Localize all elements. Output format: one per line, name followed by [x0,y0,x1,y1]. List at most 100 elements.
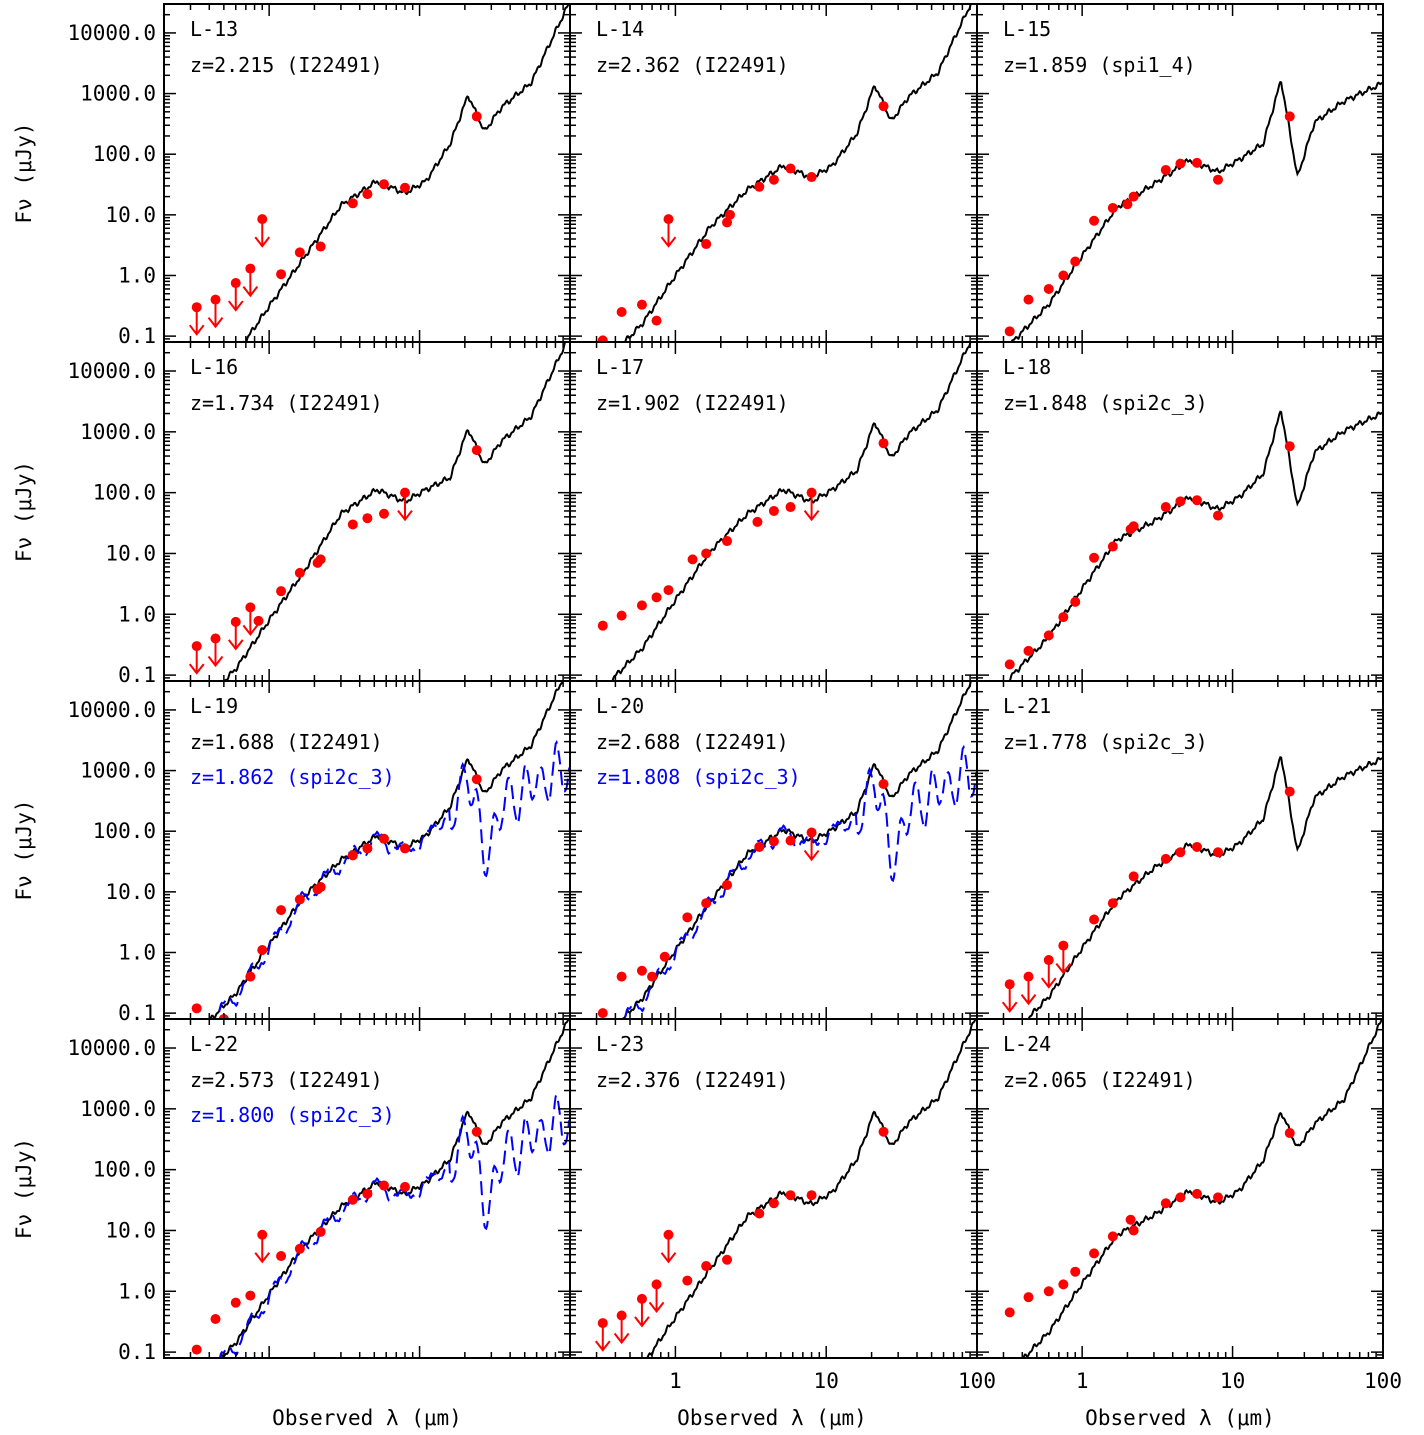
data-point [257,944,268,955]
data-point [276,586,287,597]
upper-limit-arrow [227,300,244,312]
data-point [754,181,765,192]
y-axis-title: Fν (μJy) [12,1138,36,1239]
data-point [1284,441,1295,452]
y-tick-label: 1000.0 [80,759,156,783]
x-tick-label: 1 [1076,1369,1089,1393]
y-tick-label: 10000.0 [67,698,156,722]
panel-redshift: z=1.734 (I22491) [190,391,383,415]
data-point [616,610,627,621]
data-point [362,513,373,524]
model-sed-line [219,342,567,681]
data-point [651,592,662,603]
panel-redshift: z=1.778 (spi2c_3) [1003,730,1208,754]
data-point [230,1297,241,1308]
data-point [1058,612,1069,623]
data-point [636,299,647,310]
data-point [1191,841,1202,852]
data-point [1107,1231,1118,1242]
data-point [315,241,326,252]
data-point [1212,847,1223,858]
data-point [315,554,326,565]
data-point [362,843,373,854]
data-point [1043,283,1054,294]
data-point [347,519,358,530]
data-point [636,600,647,611]
data-point [722,879,733,890]
upper-limit-arrow [397,510,413,522]
upper-limit-arrow [188,324,205,336]
data-point [471,111,482,122]
data-point [1191,1188,1202,1199]
data-point [276,1251,287,1262]
data-point [651,315,662,326]
data-point [294,894,305,905]
y-tick-label: 1000.0 [80,420,156,444]
plot-area [597,4,972,342]
panel-redshift: z=2.215 (I22491) [190,53,383,77]
data-point [1023,294,1034,305]
data-point [1284,111,1295,122]
y-tick-label: 10000.0 [67,1036,156,1060]
data-point [768,1198,779,1209]
data-point [1212,510,1223,521]
sed-panel-l-14: L-14 z=2.362 (I22491) [569,3,978,343]
plot-area [595,1019,977,1358]
data-point [347,1194,358,1205]
data-point [1107,202,1118,213]
data-point [597,335,608,342]
data-point [1128,521,1139,532]
data-point [1175,496,1186,507]
data-point [659,951,670,962]
data-point [878,101,889,112]
data-point [1070,596,1081,607]
data-point [616,306,627,317]
plot-area [1004,80,1383,342]
panel-alt-redshift: z=1.862 (spi2c_3) [190,765,395,789]
data-point [806,172,817,183]
data-point [1160,1198,1171,1209]
data-point [647,971,658,982]
panel-redshift: z=1.848 (spi2c_3) [1003,391,1208,415]
x-tick-label: 10 [1220,1369,1245,1393]
panel-label: L-16 [190,355,238,379]
sed-panel-l-15: L-15 z=1.859 (spi1_4) [976,3,1384,343]
data-point [754,1208,765,1219]
upper-limit-arrow [1055,962,1072,975]
data-point [1043,1286,1054,1297]
sed-panel-l-17: L-17 z=1.902 (I22491) [569,341,978,682]
data-point [597,620,608,631]
data-point [1212,1192,1223,1203]
plot-area [597,681,977,1019]
upper-limit-arrow [207,317,224,329]
data-point [1212,174,1223,185]
y-tick-label: 100.0 [93,142,156,166]
x-tick-label: 1 [669,1369,682,1393]
data-point [1089,914,1100,925]
upper-limit-arrow [648,1301,665,1313]
upper-limit-arrow [595,1340,611,1352]
data-point [785,1190,796,1201]
data-point [597,1008,608,1019]
data-point [722,1254,733,1265]
panel-redshift: z=1.688 (I22491) [190,730,383,754]
data-point [378,179,389,190]
data-point [663,585,674,596]
data-point [1122,199,1133,210]
data-point [1125,1214,1136,1225]
data-point [1160,853,1171,864]
data-point [1058,1279,1069,1290]
data-point [471,1126,482,1137]
panel-label: L-21 [1003,694,1051,718]
data-point [399,843,410,854]
data-point [1175,847,1186,858]
y-tick-label: 0.1 [118,1001,156,1025]
data-point [785,163,796,174]
data-point [294,567,305,578]
data-point [1175,1192,1186,1203]
data-point [1191,157,1202,168]
model-sed-line [623,4,972,342]
data-point [378,1180,389,1191]
data-point [1089,215,1100,226]
sed-panel-l-23: 1 10 100 L-23 z=2.376 (I22491) [569,1018,996,1393]
